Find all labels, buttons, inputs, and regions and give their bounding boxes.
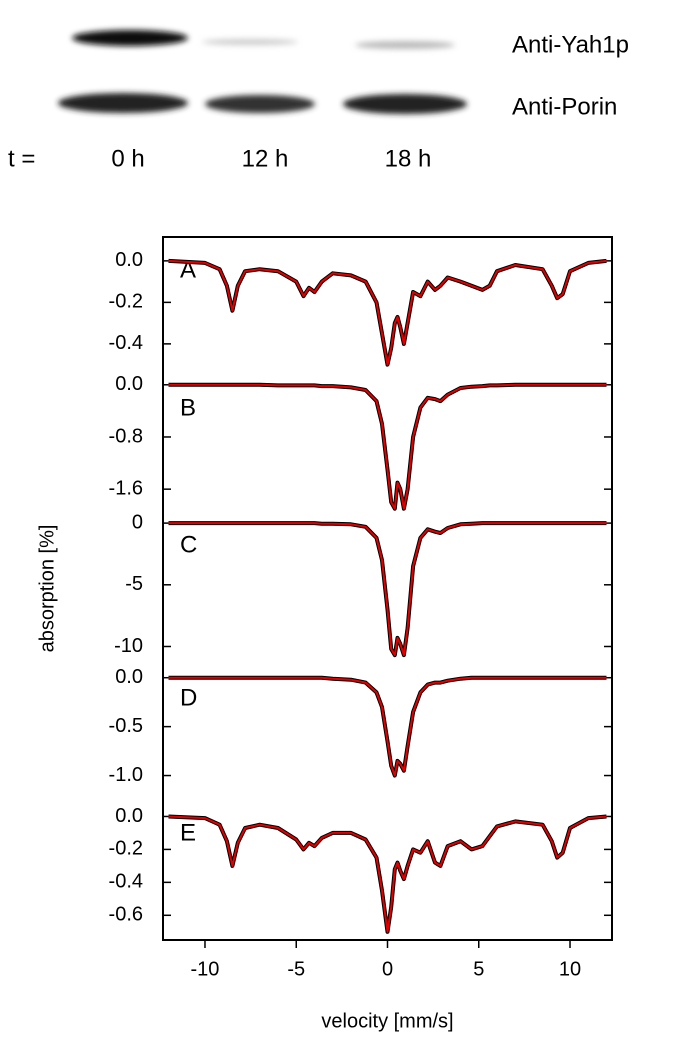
time-prefix: t = — [8, 145, 35, 172]
lane-label: 18 h — [385, 145, 432, 172]
y-tick-label: 0 — [132, 511, 143, 533]
x-tick-label: -5 — [287, 958, 305, 980]
measured-trace — [168, 521, 607, 658]
measured-trace — [168, 814, 607, 934]
y-tick-label: 0.0 — [115, 805, 143, 827]
blot-label: Anti-Porin — [512, 93, 617, 120]
y-tick-label: -0.6 — [109, 904, 143, 926]
x-axis-label: velocity [mm/s] — [321, 1010, 453, 1032]
western-blot — [58, 30, 467, 114]
y-tick-label: -0.4 — [109, 332, 143, 354]
blot-band — [58, 93, 188, 113]
y-axis-label: absorption [%] — [36, 525, 58, 653]
y-tick-label: -0.8 — [109, 425, 143, 447]
fit-line — [168, 383, 607, 510]
panel-label: E — [180, 819, 196, 846]
y-tick-label: 0.0 — [115, 249, 143, 271]
y-tick-label: -0.4 — [109, 871, 143, 893]
y-tick-label: -0.2 — [109, 838, 143, 860]
panel-label: B — [180, 394, 196, 421]
fit-line — [168, 522, 607, 657]
fit-line — [168, 259, 607, 366]
panel-label: C — [180, 531, 197, 558]
measured-trace — [168, 675, 607, 778]
blot-band — [72, 30, 188, 46]
plot-frame — [162, 236, 613, 941]
y-tick-label: 0.0 — [115, 666, 143, 688]
blot-band — [202, 39, 298, 45]
lane-label: 12 h — [242, 145, 289, 172]
blot-band — [205, 95, 315, 113]
y-tick-label: -5 — [125, 573, 143, 595]
y-tick-label: -0.5 — [109, 715, 143, 737]
y-tick-label: -1.0 — [109, 764, 143, 786]
blot-band — [355, 41, 455, 49]
y-tick-label: -0.2 — [109, 291, 143, 313]
measured-trace — [168, 258, 607, 367]
panel-label: D — [180, 684, 197, 711]
x-tick-label: 5 — [473, 958, 484, 980]
measured-trace — [168, 382, 607, 511]
lane-label: 0 h — [111, 145, 144, 172]
fit-line — [168, 676, 607, 777]
blot-band — [343, 94, 467, 114]
x-tick-label: 10 — [559, 958, 581, 980]
fit-line — [168, 815, 607, 933]
y-tick-label: -1.6 — [109, 477, 143, 499]
blot-label: Anti-Yah1p — [512, 31, 629, 58]
y-tick-label: 0.0 — [115, 373, 143, 395]
x-tick-label: -10 — [191, 958, 220, 980]
x-tick-label: 0 — [382, 958, 393, 980]
y-tick-label: -10 — [114, 635, 143, 657]
